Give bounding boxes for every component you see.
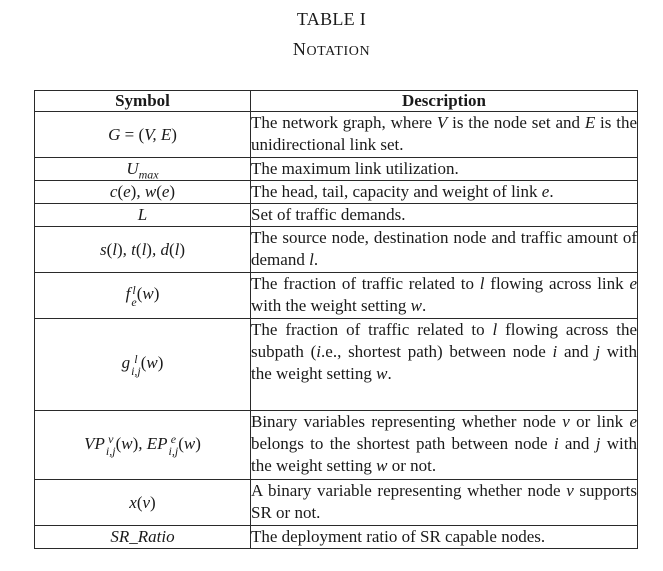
header-description: Description bbox=[250, 90, 638, 112]
symbol-cell: f l e (w) bbox=[34, 272, 251, 319]
description-cell: Binary variables representing whether no… bbox=[250, 410, 638, 480]
table-row: x(v) A binary variable representing whet… bbox=[34, 479, 638, 526]
description-cell: The maximum link utilization. bbox=[250, 157, 638, 181]
title-initial: N bbox=[292, 39, 307, 59]
symbol-cell: G = (V, E) bbox=[34, 111, 251, 158]
header-row: Symbol Description bbox=[34, 90, 638, 112]
description-cell: The fraction of traffic related to l flo… bbox=[250, 318, 638, 411]
symbol-cell: SR_Ratio bbox=[34, 525, 251, 549]
table-row: f l e (w) The fraction of traffic related t… bbox=[34, 272, 638, 319]
symbol-cell: Umax bbox=[34, 157, 251, 181]
table-row: c(e), w(e) The head, tail, capacity and … bbox=[34, 180, 638, 204]
description-cell: The source node, destination node and tr… bbox=[250, 226, 638, 273]
symbol-cell: c(e), w(e) bbox=[34, 180, 251, 204]
description-cell: The fraction of traffic related to l flo… bbox=[250, 272, 638, 319]
table-row: VP v i,j (w), EP e i,j (w) Binary variables re… bbox=[34, 410, 638, 480]
table-row: SR_Ratio The deployment ratio of SR capa… bbox=[34, 525, 638, 549]
symbol-cell: g l i,j (w) bbox=[34, 318, 251, 411]
description-cell: The network graph, where V is the node s… bbox=[250, 111, 638, 158]
table-row: Umax The maximum link utilization. bbox=[34, 157, 638, 181]
title-rest: otation bbox=[306, 44, 371, 59]
table-number: TABLE I bbox=[296, 9, 367, 29]
table-row: s(l), t(l), d(l) The source node, destin… bbox=[34, 226, 638, 273]
table-title: Notation bbox=[0, 39, 663, 60]
symbol-cell: x(v) bbox=[34, 479, 251, 526]
description-cell: The deployment ratio of SR capable nodes… bbox=[250, 525, 638, 549]
description-cell: Set of traffic demands. bbox=[250, 203, 638, 227]
symbol-cell: VP v i,j (w), EP e i,j (w) bbox=[34, 410, 251, 480]
notation-table: Symbol Description G = (V, E) The networ… bbox=[34, 90, 638, 549]
header-symbol: Symbol bbox=[34, 90, 251, 112]
table-row: G = (V, E) The network graph, where V is… bbox=[34, 111, 638, 158]
symbol-cell: s(l), t(l), d(l) bbox=[34, 226, 251, 273]
table-row: g l i,j (w) The fraction of traffic related… bbox=[34, 318, 638, 411]
symbol-cell: L bbox=[34, 203, 251, 227]
description-cell: A binary variable representing whether n… bbox=[250, 479, 638, 526]
table-row: L Set of traffic demands. bbox=[34, 203, 638, 227]
description-cell: The head, tail, capacity and weight of l… bbox=[250, 180, 638, 204]
